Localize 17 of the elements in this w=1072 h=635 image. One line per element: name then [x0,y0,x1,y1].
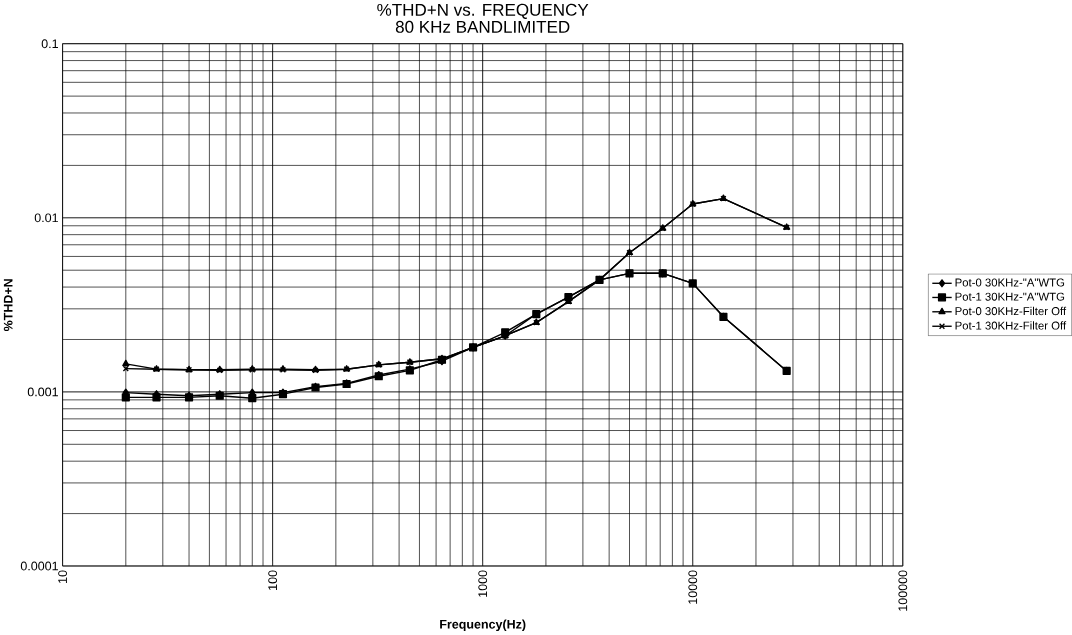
y-tick-label: 0.0001 [20,561,58,571]
y-tick-label: 0.1 [41,39,58,49]
x-tick-label: 100 [268,570,278,590]
y-tick-label: 0.01 [34,213,58,223]
legend-label: Pot-0 30KHz-"A"WTG [955,278,1065,287]
legend-label: Pot-0 30KHz-Filter Off [955,306,1067,316]
chart-subtitle: 80 KHz BANDLIMITED [395,20,570,33]
legend-label: Pot-1 30KHz-Filter Off [955,321,1067,330]
x-tick-label: 1000 [478,570,488,597]
legend-label: Pot-1 30KHz-"A"WTG [955,292,1065,301]
y-axis-title: %THD+N [3,279,13,332]
chart-title: %THD+N vs. FREQUENCY [377,3,589,19]
x-tick-label: 10 [58,570,68,583]
x-axis-title: Frequency(Hz) [440,619,526,632]
y-tick-label: 0.001 [27,387,58,397]
x-tick-label: 100000 [898,570,908,611]
x-tick-label: 10000 [688,570,698,604]
